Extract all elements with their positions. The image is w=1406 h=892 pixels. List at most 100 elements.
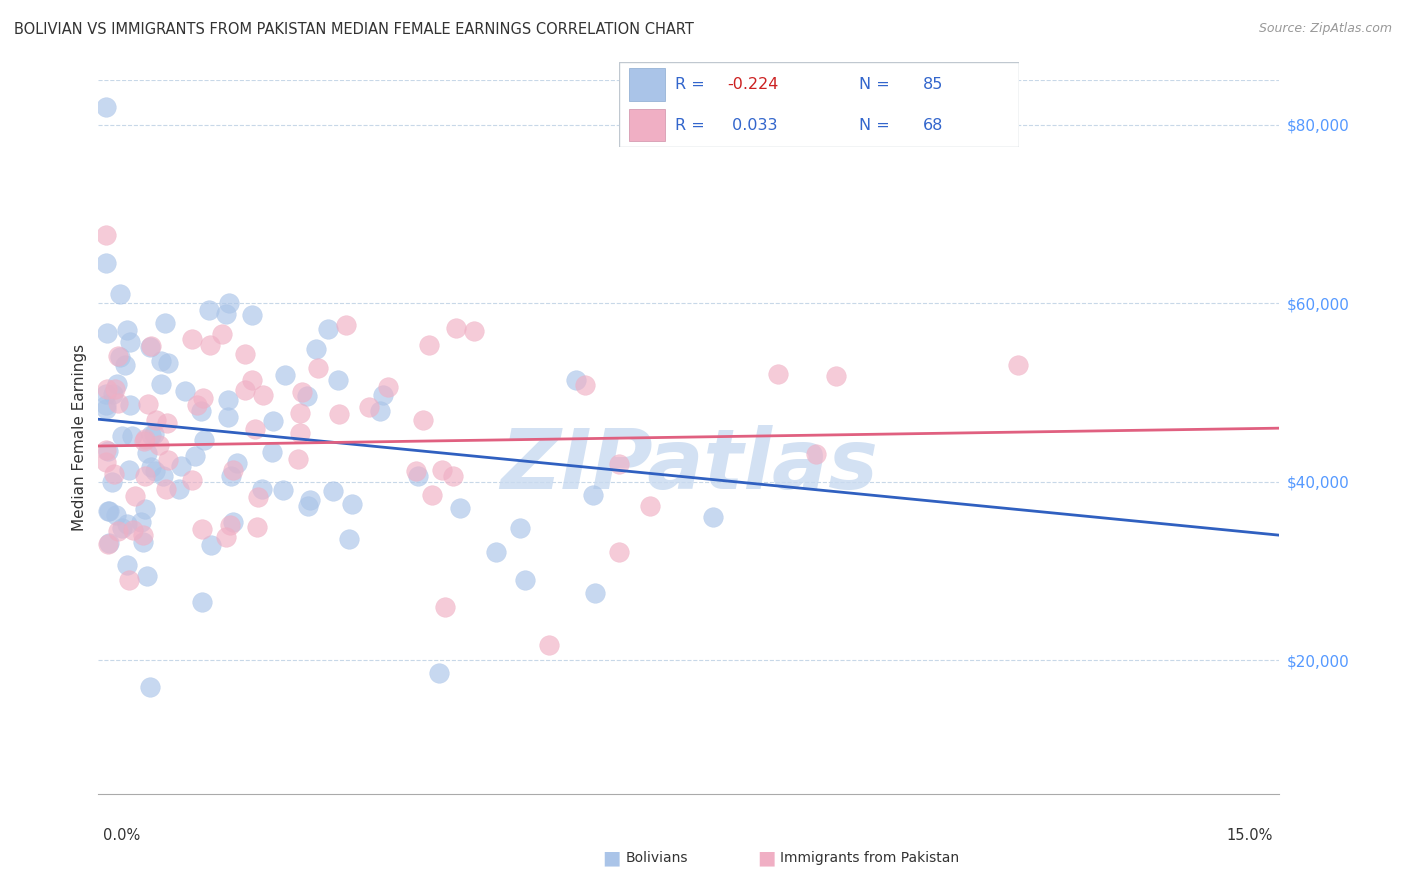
- Text: R =: R =: [675, 77, 710, 92]
- Point: [377, 380, 399, 394]
- Point: [198, 303, 221, 318]
- Point: [104, 508, 127, 522]
- Point: [433, 599, 456, 614]
- Point: [96, 256, 118, 270]
- Point: [96, 443, 118, 458]
- Point: [139, 680, 162, 694]
- Point: [111, 521, 134, 535]
- Point: [97, 443, 120, 458]
- Point: [509, 521, 531, 535]
- Point: [513, 573, 536, 587]
- Point: [167, 482, 190, 496]
- Point: [157, 356, 180, 370]
- Point: [198, 338, 221, 352]
- Point: [132, 528, 155, 542]
- Point: [250, 482, 273, 496]
- Point: [184, 450, 207, 464]
- Point: [103, 467, 125, 481]
- Point: [245, 520, 267, 534]
- FancyBboxPatch shape: [628, 109, 665, 141]
- Point: [221, 515, 243, 529]
- Point: [297, 499, 319, 513]
- Point: [225, 456, 247, 470]
- Point: [406, 469, 429, 483]
- Point: [305, 342, 328, 356]
- Point: [118, 573, 141, 587]
- Point: [702, 509, 724, 524]
- Point: [607, 457, 630, 471]
- Point: [287, 452, 309, 467]
- Point: [340, 497, 363, 511]
- Point: [101, 387, 124, 401]
- Point: [145, 464, 167, 478]
- Point: [121, 524, 143, 538]
- Point: [405, 464, 427, 478]
- Point: [307, 360, 329, 375]
- Point: [583, 586, 606, 600]
- Text: N =: N =: [859, 118, 896, 133]
- Text: 68: 68: [924, 118, 943, 133]
- Text: 15.0%: 15.0%: [1226, 829, 1272, 843]
- Point: [574, 377, 596, 392]
- Point: [96, 455, 118, 469]
- Point: [326, 373, 349, 387]
- Point: [108, 350, 131, 364]
- Point: [262, 445, 284, 459]
- Text: 0.0%: 0.0%: [103, 829, 139, 843]
- Point: [218, 295, 240, 310]
- Point: [98, 504, 121, 518]
- Text: Immigrants from Pakistan: Immigrants from Pakistan: [780, 851, 959, 865]
- Point: [193, 433, 215, 447]
- Point: [262, 414, 284, 428]
- Point: [221, 463, 243, 477]
- Point: [806, 447, 828, 461]
- Point: [582, 488, 605, 502]
- Point: [245, 422, 267, 436]
- Point: [565, 373, 588, 387]
- Text: ■: ■: [602, 848, 621, 868]
- Point: [328, 407, 350, 421]
- Point: [115, 558, 138, 572]
- Point: [335, 318, 357, 333]
- Point: [139, 340, 162, 354]
- Text: ■: ■: [756, 848, 776, 868]
- Point: [114, 358, 136, 372]
- Point: [143, 427, 166, 442]
- Point: [214, 307, 236, 321]
- Point: [153, 316, 176, 330]
- Point: [186, 398, 208, 412]
- Point: [152, 469, 174, 483]
- Point: [274, 368, 297, 382]
- Point: [273, 483, 295, 497]
- Point: [418, 338, 440, 352]
- Text: 85: 85: [924, 77, 943, 92]
- Point: [96, 100, 118, 114]
- Point: [297, 389, 319, 403]
- Point: [169, 458, 191, 473]
- Point: [246, 491, 269, 505]
- Point: [825, 368, 848, 383]
- Point: [430, 463, 453, 477]
- FancyBboxPatch shape: [628, 69, 665, 101]
- Text: R =: R =: [675, 118, 710, 133]
- Point: [107, 396, 129, 410]
- Point: [298, 493, 321, 508]
- Point: [156, 416, 179, 430]
- Y-axis label: Median Female Earnings: Median Female Earnings: [72, 343, 87, 531]
- Point: [485, 545, 508, 559]
- Point: [200, 538, 222, 552]
- Point: [136, 446, 159, 460]
- Point: [149, 354, 172, 368]
- Text: N =: N =: [859, 77, 896, 92]
- Point: [219, 468, 242, 483]
- Point: [97, 537, 120, 551]
- FancyBboxPatch shape: [619, 62, 1019, 147]
- Point: [105, 377, 128, 392]
- Point: [427, 666, 450, 681]
- Point: [322, 483, 344, 498]
- Point: [337, 533, 360, 547]
- Point: [638, 499, 661, 513]
- Point: [191, 522, 214, 536]
- Point: [290, 406, 312, 420]
- Point: [115, 323, 138, 337]
